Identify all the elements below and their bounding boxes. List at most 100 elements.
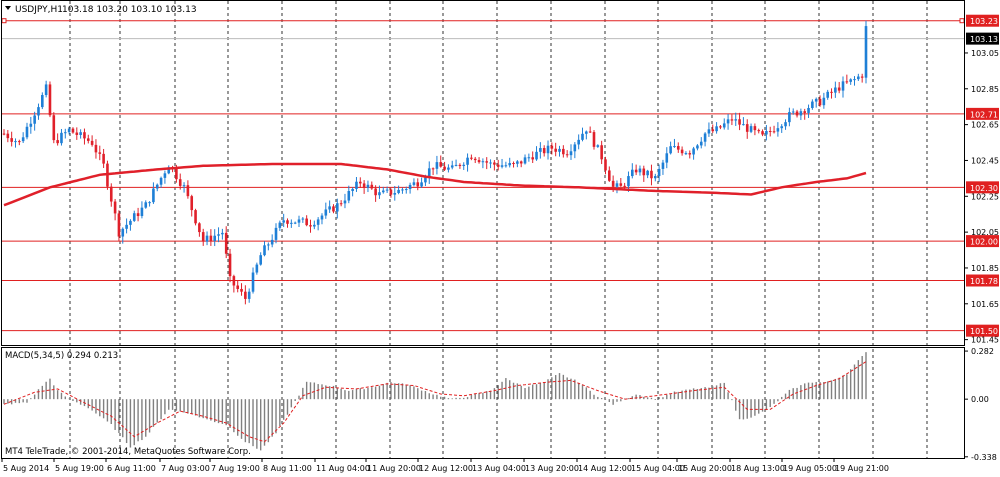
candle[interactable] (585, 130, 588, 140)
candle[interactable] (244, 285, 247, 305)
candle[interactable] (730, 114, 734, 126)
candle[interactable] (535, 146, 538, 161)
candle[interactable] (516, 160, 519, 168)
candle[interactable] (466, 153, 469, 172)
candle[interactable] (125, 218, 128, 234)
candle[interactable] (765, 125, 768, 141)
candle[interactable] (60, 128, 63, 146)
candle[interactable] (178, 173, 182, 190)
candle[interactable] (688, 150, 692, 159)
candle[interactable] (493, 160, 496, 171)
candle[interactable] (857, 73, 860, 81)
candle[interactable] (293, 221, 297, 225)
candle[interactable] (680, 146, 684, 156)
candle[interactable] (600, 140, 603, 165)
candle[interactable] (205, 231, 209, 246)
candle[interactable] (811, 99, 814, 110)
candle[interactable] (86, 134, 90, 144)
candle[interactable] (558, 145, 561, 157)
candle[interactable] (152, 182, 155, 204)
candle[interactable] (259, 252, 262, 266)
candle[interactable] (845, 74, 849, 84)
candle[interactable] (546, 140, 550, 160)
candle[interactable] (470, 154, 473, 161)
candle[interactable] (830, 88, 833, 99)
candle[interactable] (41, 92, 44, 110)
candle[interactable] (94, 139, 98, 159)
candle[interactable] (443, 161, 446, 171)
candle[interactable] (753, 123, 757, 136)
candle[interactable] (232, 274, 236, 293)
candle[interactable] (63, 128, 67, 139)
candle[interactable] (270, 234, 274, 248)
candle[interactable] (263, 241, 266, 257)
candle[interactable] (719, 125, 722, 130)
candle[interactable] (447, 164, 450, 173)
candle[interactable] (25, 122, 29, 140)
candle[interactable] (362, 180, 366, 194)
candle[interactable] (738, 112, 741, 131)
candle[interactable] (18, 139, 21, 146)
candle[interactable] (588, 126, 592, 134)
candle[interactable] (726, 113, 730, 130)
candle[interactable] (121, 227, 125, 244)
candle[interactable] (673, 138, 676, 148)
candle[interactable] (439, 155, 443, 168)
candle[interactable] (401, 187, 404, 194)
candle[interactable] (699, 137, 703, 149)
candle[interactable] (324, 202, 328, 219)
candle[interactable] (102, 148, 105, 168)
candle[interactable] (282, 213, 285, 228)
candle[interactable] (496, 159, 500, 171)
candle[interactable] (397, 185, 400, 195)
candle[interactable] (10, 131, 13, 147)
candle[interactable] (332, 204, 335, 214)
candle[interactable] (217, 227, 220, 243)
candle[interactable] (550, 142, 554, 155)
candle[interactable] (374, 185, 377, 202)
candle[interactable] (14, 138, 17, 148)
candle[interactable] (650, 164, 653, 186)
candle[interactable] (355, 176, 358, 192)
candle[interactable] (140, 201, 144, 219)
candle[interactable] (837, 82, 841, 94)
candle[interactable] (316, 217, 320, 231)
candle[interactable] (608, 166, 611, 182)
candle[interactable] (48, 81, 52, 118)
candle[interactable] (240, 283, 243, 296)
candle[interactable] (573, 142, 577, 159)
candle[interactable] (305, 215, 308, 227)
candle[interactable] (860, 73, 864, 83)
candle[interactable] (799, 108, 803, 121)
candle[interactable] (286, 218, 289, 228)
candle[interactable] (182, 182, 186, 193)
candle[interactable] (351, 187, 354, 197)
candle[interactable] (684, 151, 688, 156)
candle[interactable] (592, 130, 596, 150)
candle[interactable] (780, 124, 784, 133)
candle[interactable] (539, 142, 542, 159)
candle[interactable] (412, 178, 416, 187)
candle[interactable] (6, 129, 10, 143)
candle[interactable] (339, 200, 343, 207)
candle[interactable] (37, 103, 40, 120)
candle[interactable] (803, 108, 807, 120)
candle[interactable] (309, 219, 312, 233)
candle[interactable] (198, 222, 201, 237)
candle[interactable] (864, 20, 868, 84)
candle[interactable] (221, 228, 224, 240)
chevron-down-icon[interactable] (5, 6, 11, 10)
candle[interactable] (56, 133, 59, 146)
candle[interactable] (290, 219, 293, 228)
candle[interactable] (247, 288, 251, 303)
candle[interactable] (807, 104, 810, 118)
candle[interactable] (44, 80, 48, 98)
candle[interactable] (784, 119, 787, 130)
candle[interactable] (604, 156, 607, 175)
candle[interactable] (209, 229, 213, 246)
candle[interactable] (67, 126, 71, 135)
candle[interactable] (822, 92, 826, 109)
candle[interactable] (167, 165, 171, 175)
candle[interactable] (435, 155, 439, 175)
candle[interactable] (749, 123, 753, 134)
